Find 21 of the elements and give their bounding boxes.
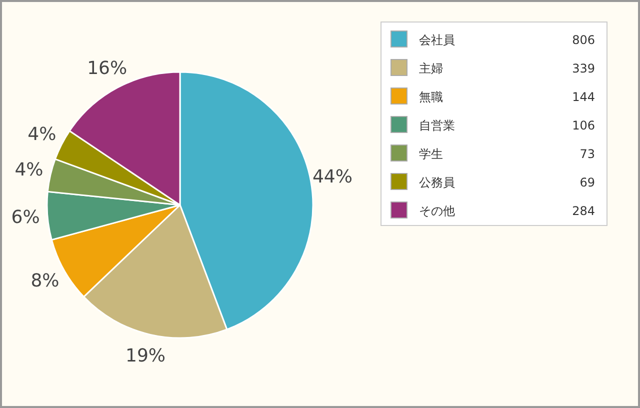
legend-label: 主婦 [419,62,443,76]
data-label: 284 [572,204,595,218]
data-label: 106 [572,118,595,132]
text: 4% [28,124,56,146]
legend-label: 自営業 [419,118,455,132]
data-label: 144 [572,90,595,104]
legend-label: 会社員 [419,33,455,47]
data-label: 69 [580,176,595,190]
text: 4% [14,160,44,181]
legend-label: 無職 [419,90,443,104]
text: 44% [312,166,352,188]
text: 6% [11,207,40,228]
legend-label: その他 [419,204,455,218]
data-label: 73 [580,147,595,161]
data-label: 339 [572,62,595,76]
text: 16% [87,58,128,79]
text: 19% [126,346,166,367]
legend-label: 公務員 [419,176,455,190]
legend-label: 学生 [419,147,443,161]
data-label: 806 [572,33,595,47]
text: 8% [30,270,60,292]
